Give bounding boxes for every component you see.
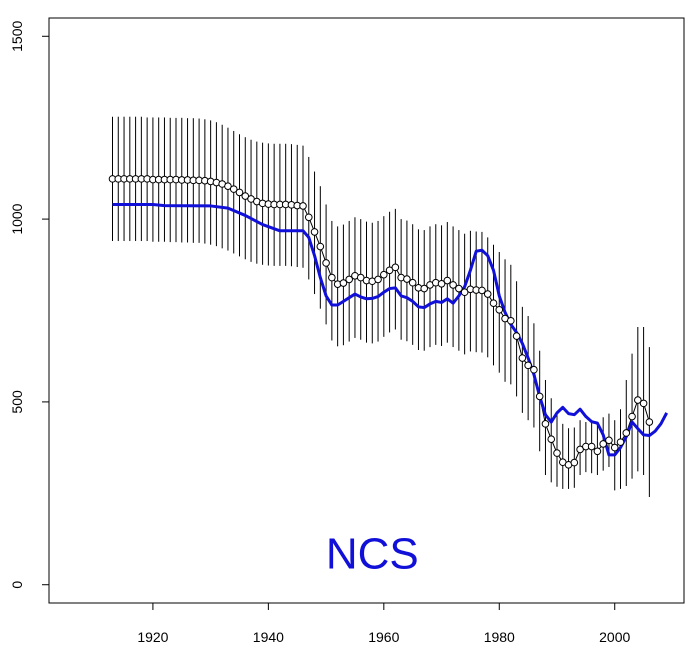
y-tick-label: 0 [9, 581, 25, 589]
data-point [437, 280, 446, 288]
series-points [108, 175, 654, 469]
y-tick-label: 1500 [9, 21, 25, 52]
data-point [535, 392, 544, 401]
data-point [576, 445, 584, 454]
x-tick-label: 1980 [484, 629, 515, 645]
data-point [639, 399, 648, 408]
data-point [339, 279, 348, 287]
data-point [304, 213, 313, 222]
data-point [605, 436, 613, 445]
y-tick-label: 1000 [9, 203, 25, 234]
data-point [645, 418, 654, 426]
error-bars [112, 116, 650, 497]
data-point [489, 299, 498, 307]
data-point [322, 259, 330, 267]
data-point [478, 286, 486, 295]
plot-frame [48, 17, 685, 604]
data-point [634, 396, 642, 404]
data-point [443, 276, 452, 285]
data-point [524, 361, 532, 370]
data-point [518, 354, 527, 362]
data-point [408, 278, 417, 287]
x-tick-label: 1920 [137, 629, 168, 645]
y-axis: 0 500 1000 1500 [9, 21, 49, 589]
chart-annotation: NCS [326, 529, 419, 578]
x-tick-label: 2000 [599, 629, 630, 645]
data-point [570, 458, 579, 467]
data-point [403, 275, 411, 283]
y-tick-label: 500 [9, 390, 25, 414]
data-point [374, 275, 382, 284]
data-point [449, 281, 457, 289]
data-point [547, 435, 556, 444]
data-point [628, 412, 636, 421]
data-point [460, 288, 469, 297]
data-point [610, 443, 619, 452]
x-tick-label: 1960 [368, 629, 399, 645]
data-point [420, 284, 429, 293]
data-point [495, 305, 504, 314]
data-point [229, 185, 238, 193]
data-point [512, 332, 521, 340]
data-point [299, 202, 307, 210]
data-point [345, 275, 353, 284]
data-point [356, 273, 365, 282]
data-point [224, 182, 232, 190]
x-tick-label: 1940 [253, 629, 284, 645]
data-point [310, 228, 319, 236]
data-point [587, 442, 596, 451]
data-point [455, 284, 463, 293]
data-point [599, 440, 607, 448]
data-point [328, 273, 336, 282]
data-point [235, 188, 244, 197]
x-axis: 1920 1940 1960 1980 2000 [137, 603, 631, 645]
series-line-blue [112, 202, 669, 457]
data-point [241, 192, 250, 200]
data-point [385, 266, 394, 275]
data-point [553, 449, 561, 457]
data-point [380, 270, 388, 279]
data-point [316, 242, 325, 251]
data-point [483, 290, 492, 298]
data-point [616, 438, 625, 446]
data-point [507, 316, 515, 325]
data-point [530, 365, 538, 374]
data-point [622, 429, 631, 437]
data-point [391, 263, 400, 272]
data-point [593, 447, 602, 456]
data-point [541, 420, 550, 428]
